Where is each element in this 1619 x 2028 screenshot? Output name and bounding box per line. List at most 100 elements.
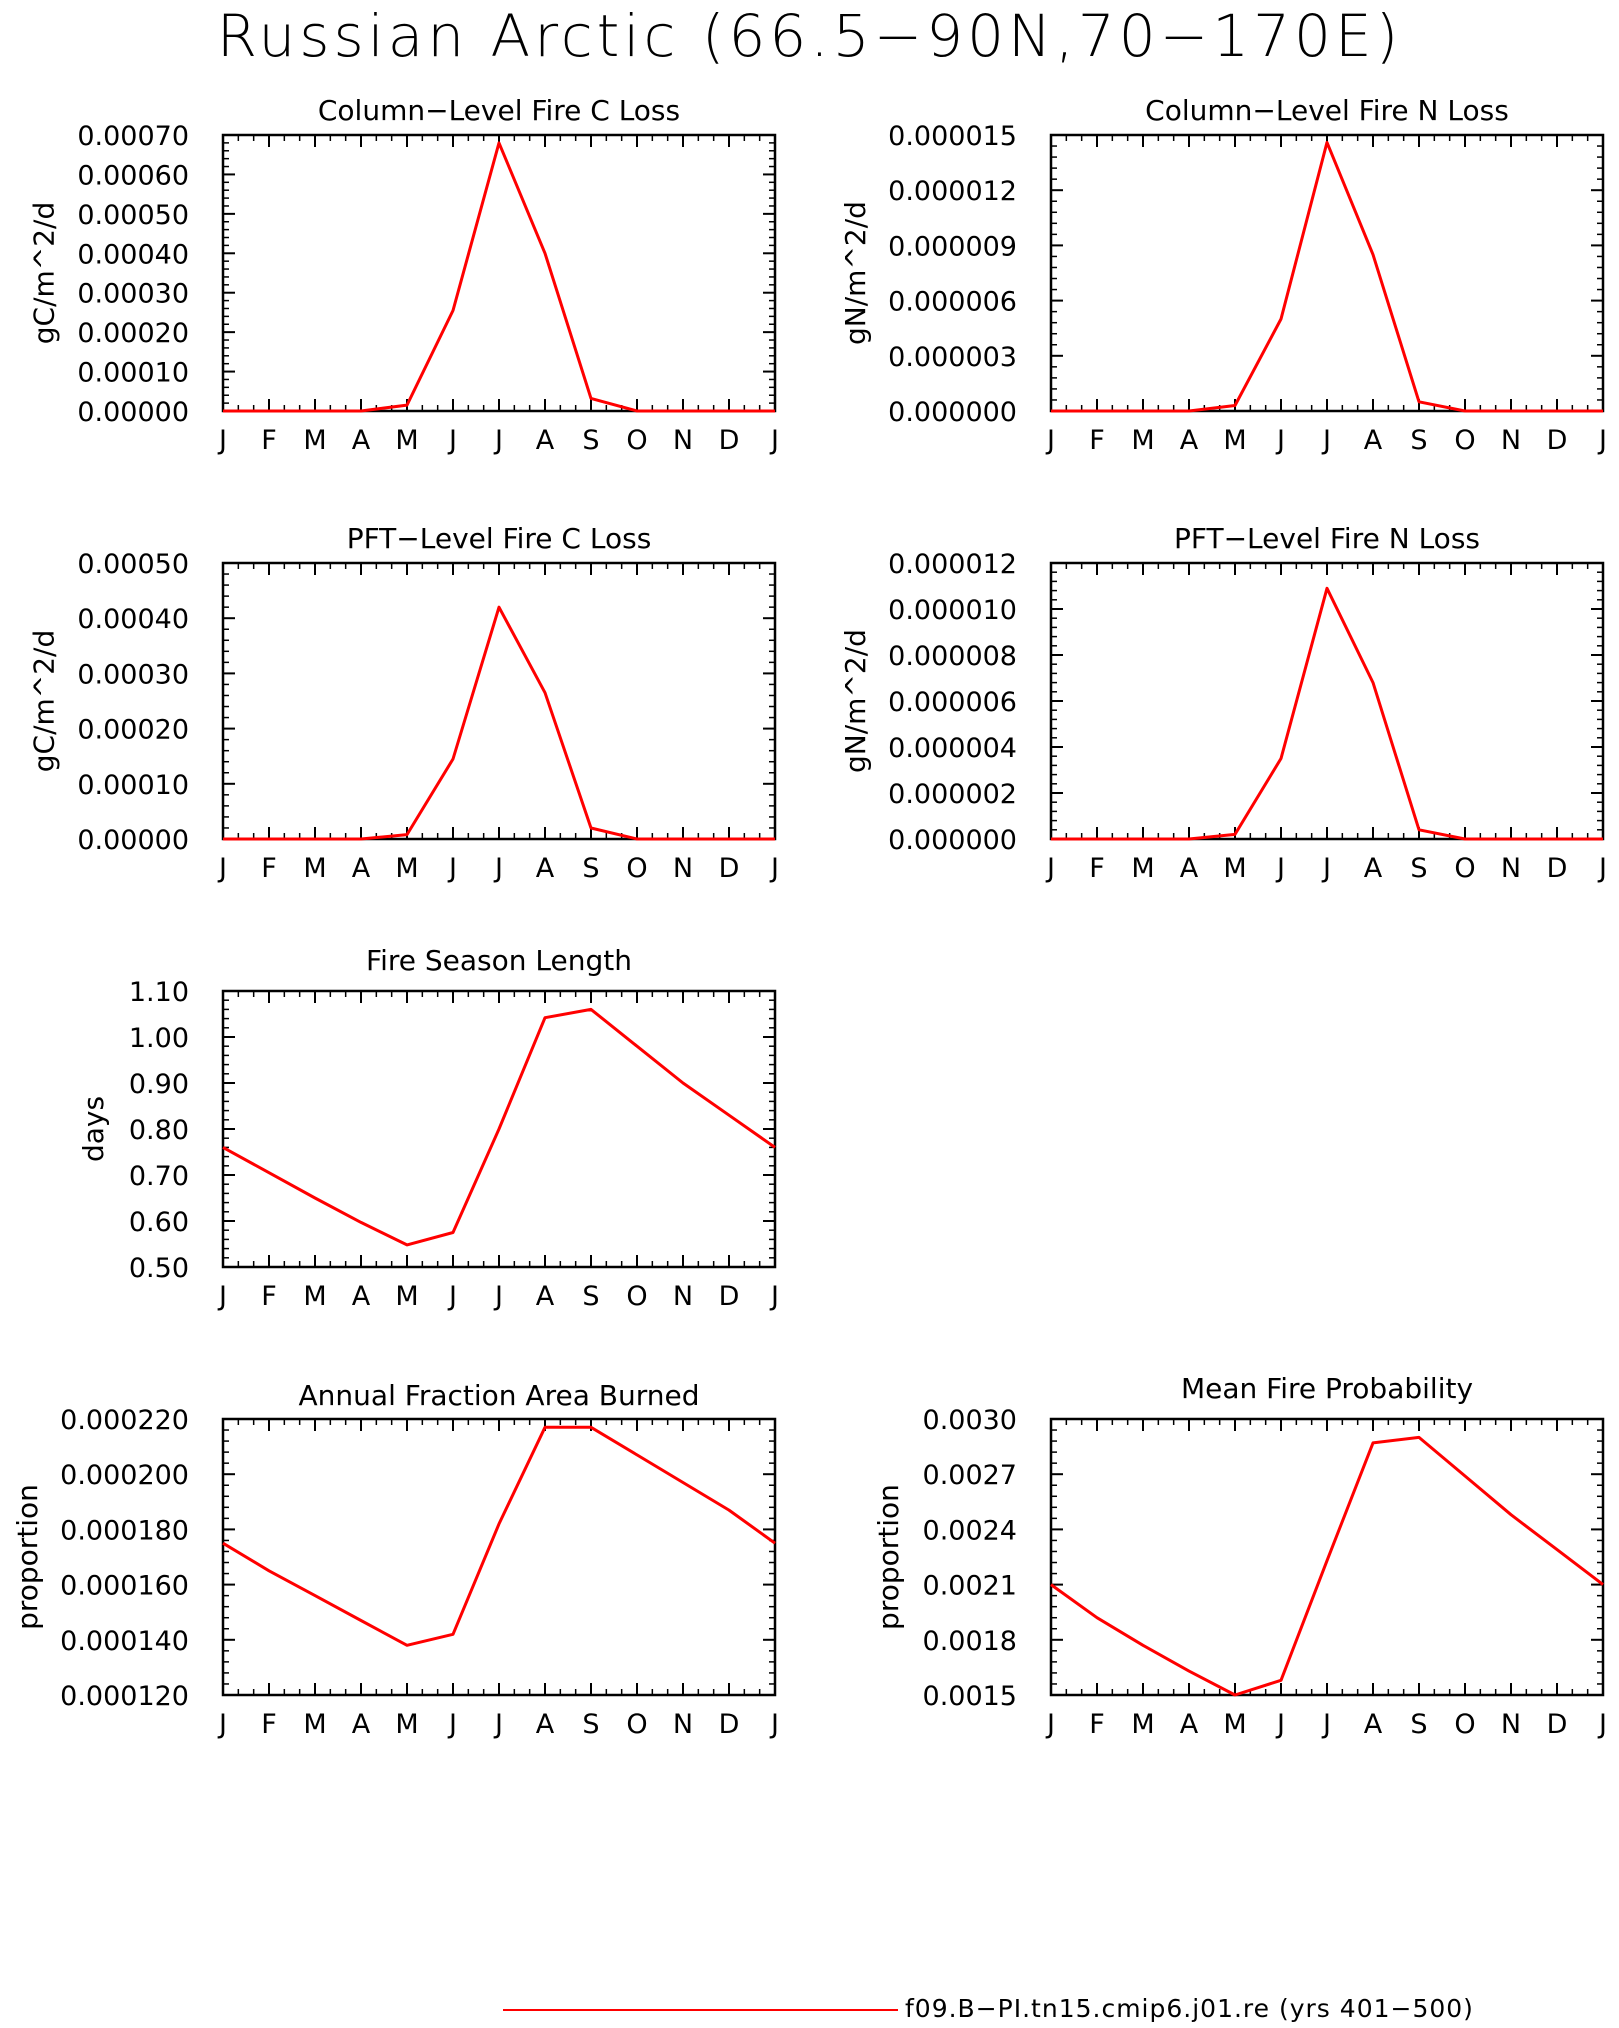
y-tick-label: 0.000015 bbox=[888, 121, 1017, 152]
x-tick-label: J bbox=[769, 425, 779, 456]
x-tick-label: J bbox=[447, 1281, 457, 1312]
series-line-1 bbox=[222, 1007, 776, 1247]
x-tick-label: J bbox=[1275, 425, 1285, 456]
y-tick-label: 0.000140 bbox=[60, 1626, 189, 1657]
x-tick-label: O bbox=[1454, 1709, 1475, 1740]
y-tick-label: 0.000200 bbox=[60, 1460, 189, 1491]
x-tick-label: F bbox=[1089, 853, 1105, 884]
y-tick-label: 0.00050 bbox=[77, 549, 189, 580]
figure-title: Russian Arctic (66.5−90N,70−170E) bbox=[216, 2, 1403, 70]
chart-title: Fire Season Length bbox=[366, 944, 632, 977]
x-tick-label: M bbox=[395, 853, 418, 884]
y-tick-label: 0.000000 bbox=[888, 397, 1017, 428]
x-tick-label: D bbox=[719, 1709, 740, 1740]
y-tick-label: 0.00020 bbox=[77, 318, 189, 349]
x-tick-label: D bbox=[1547, 425, 1568, 456]
x-tick-label: F bbox=[261, 1709, 277, 1740]
x-tick-label: A bbox=[352, 1709, 371, 1740]
chart-title: PFT−Level Fire N Loss bbox=[1174, 522, 1480, 555]
x-tick-label: A bbox=[352, 1281, 371, 1312]
y-tick-label: 0.60 bbox=[129, 1207, 189, 1238]
x-tick-label: J bbox=[1597, 425, 1607, 456]
x-tick-label: J bbox=[217, 1709, 227, 1740]
x-tick-label: J bbox=[493, 1281, 503, 1312]
y-tick-label: 0.000160 bbox=[60, 1571, 189, 1602]
y-tick-label: 0.000012 bbox=[888, 176, 1017, 207]
x-tick-label: J bbox=[1275, 853, 1285, 884]
x-tick-label: M bbox=[303, 425, 326, 456]
x-tick-label: O bbox=[626, 1281, 647, 1312]
x-tick-label: J bbox=[1321, 1709, 1331, 1740]
x-tick-label: S bbox=[1410, 853, 1427, 884]
plot-frame bbox=[221, 561, 777, 841]
x-tick-label: A bbox=[1180, 425, 1199, 456]
x-tick-label: A bbox=[1364, 1709, 1383, 1740]
x-tick-label: N bbox=[1501, 425, 1521, 456]
y-tick-label: 0.000180 bbox=[60, 1515, 189, 1546]
x-tick-label: J bbox=[447, 425, 457, 456]
chart-title: PFT−Level Fire C Loss bbox=[347, 522, 652, 555]
y-tick-label: 0.50 bbox=[129, 1253, 189, 1284]
x-tick-label: M bbox=[395, 1281, 418, 1312]
x-tick-label: A bbox=[1180, 1709, 1199, 1740]
y-tick-label: 0.000003 bbox=[888, 342, 1017, 373]
x-tick-label: J bbox=[447, 1709, 457, 1740]
y-tick-label: 0.000220 bbox=[60, 1405, 189, 1436]
x-tick-label: J bbox=[217, 853, 227, 884]
x-tick-label: N bbox=[673, 853, 693, 884]
y-tick-label: 0.000002 bbox=[888, 779, 1017, 810]
x-tick-label: M bbox=[303, 1709, 326, 1740]
x-tick-label: J bbox=[447, 853, 457, 884]
plot-frame bbox=[221, 133, 777, 413]
y-tick-label: 0.000006 bbox=[888, 287, 1017, 318]
x-tick-label: D bbox=[1547, 853, 1568, 884]
y-tick-label: 0.000008 bbox=[888, 641, 1017, 672]
x-tick-label: J bbox=[1275, 1709, 1285, 1740]
y-tick-label: 0.0018 bbox=[923, 1626, 1017, 1657]
x-tick-label: J bbox=[1321, 425, 1331, 456]
y-axis-label: gN/m^2/d bbox=[839, 201, 872, 345]
y-tick-label: 0.0030 bbox=[923, 1405, 1017, 1436]
x-tick-label: M bbox=[1131, 853, 1154, 884]
y-tick-label: 0.0021 bbox=[923, 1571, 1017, 1602]
x-tick-label: F bbox=[1089, 1709, 1105, 1740]
x-tick-label: J bbox=[493, 425, 503, 456]
y-tick-label: 0.00010 bbox=[77, 358, 189, 389]
y-tick-label: 0.00010 bbox=[77, 770, 189, 801]
x-tick-label: M bbox=[395, 425, 418, 456]
x-tick-label: N bbox=[673, 425, 693, 456]
x-tick-label: J bbox=[769, 1281, 779, 1312]
x-tick-label: S bbox=[582, 1709, 599, 1740]
y-axis-label: gN/m^2/d bbox=[839, 629, 872, 773]
x-tick-label: A bbox=[536, 1281, 555, 1312]
y-tick-label: 0.00030 bbox=[77, 279, 189, 310]
series-line-1 bbox=[1051, 586, 1603, 841]
x-tick-label: J bbox=[217, 425, 227, 456]
x-tick-label: O bbox=[1454, 853, 1475, 884]
x-tick-label: S bbox=[1410, 425, 1427, 456]
x-tick-label: D bbox=[1547, 1709, 1568, 1740]
x-tick-label: O bbox=[626, 1709, 647, 1740]
x-tick-label: A bbox=[536, 853, 555, 884]
y-axis-label: proportion bbox=[11, 1484, 44, 1630]
x-tick-label: F bbox=[261, 1281, 277, 1312]
y-tick-label: 0.00060 bbox=[77, 160, 189, 191]
y-tick-label: 0.00030 bbox=[77, 659, 189, 690]
x-tick-label: M bbox=[395, 1709, 418, 1740]
x-tick-label: A bbox=[536, 425, 555, 456]
series-line-1 bbox=[1051, 140, 1603, 413]
x-tick-label: J bbox=[493, 853, 503, 884]
series-line-1 bbox=[1050, 1435, 1604, 1697]
x-tick-label: M bbox=[303, 853, 326, 884]
y-tick-label: 1.10 bbox=[129, 977, 189, 1008]
x-tick-label: F bbox=[261, 853, 277, 884]
x-tick-label: N bbox=[1501, 853, 1521, 884]
chart-title: Mean Fire Probability bbox=[1181, 1372, 1473, 1405]
legend-line-marker bbox=[503, 2009, 898, 2011]
x-tick-label: O bbox=[1454, 425, 1475, 456]
y-tick-label: 0.00040 bbox=[77, 604, 189, 635]
y-tick-label: 0.0027 bbox=[923, 1460, 1017, 1491]
